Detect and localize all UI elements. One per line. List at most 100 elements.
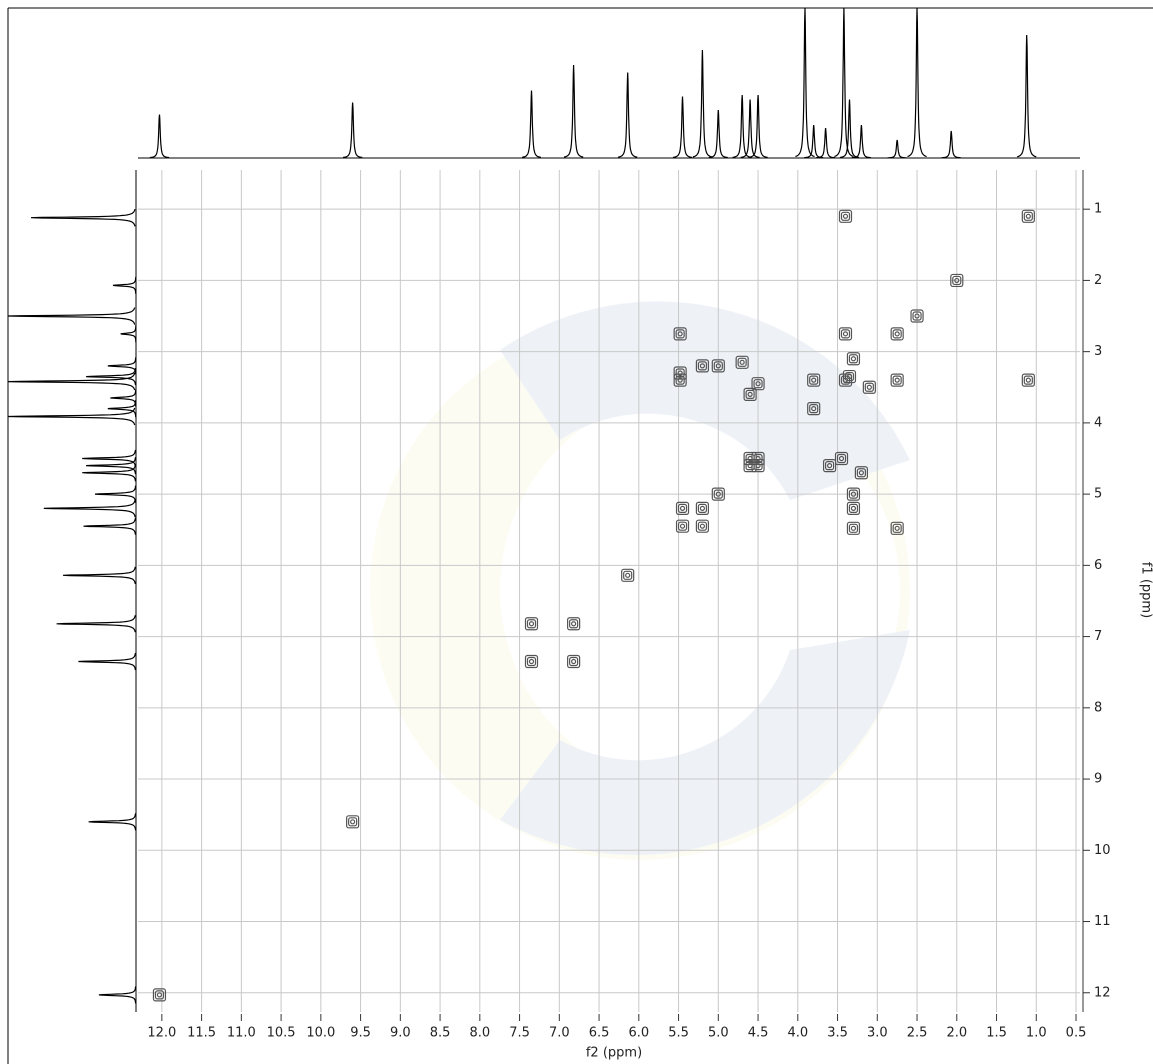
cross-peak (1021, 373, 1035, 387)
contour-ring (892, 329, 902, 339)
cross-peak (735, 355, 749, 369)
contour-ring (156, 992, 163, 998)
contour-ring (822, 459, 837, 473)
contour-ring (1021, 373, 1035, 387)
contour-ring (713, 361, 723, 371)
cross-peak (834, 451, 849, 466)
contour-ring (844, 371, 855, 382)
contour-ring (673, 366, 687, 380)
cross-peak (846, 521, 861, 535)
projection-peak (43, 499, 136, 518)
contour-ring (910, 309, 924, 323)
contour-ring (753, 461, 763, 471)
cross-peak (673, 366, 687, 380)
contour-ring (675, 368, 685, 378)
projection-peak (816, 127, 836, 159)
contour-ring (715, 363, 721, 369)
projection-peak (941, 130, 961, 159)
cross-peak (910, 309, 924, 323)
y-tick-label: 11 (1094, 914, 1111, 929)
x-tick-label: 8.0 (469, 1026, 490, 1041)
contour-ring (846, 352, 861, 366)
contour-ring (154, 990, 165, 1000)
x-tick-label: 5.0 (708, 1026, 729, 1041)
x-tick-label: 11.5 (187, 1026, 216, 1041)
contour-ring (842, 331, 849, 337)
contour-ring (834, 451, 849, 466)
contour-ring (914, 313, 920, 319)
y-tick-label: 10 (1094, 843, 1111, 858)
contour-ring (528, 621, 535, 627)
x-tick-label: 8.5 (430, 1026, 451, 1041)
contour-ring (528, 658, 535, 665)
contour-ring (623, 570, 633, 580)
contour-ring (739, 359, 745, 365)
contour-ring (697, 521, 708, 531)
contour-ring (747, 391, 753, 397)
contour-ring (826, 463, 833, 469)
cross-peak (675, 519, 690, 533)
cross-peak (822, 459, 837, 473)
contour-ring (152, 988, 167, 1002)
contour-ring (675, 375, 685, 385)
contour-ring (695, 359, 710, 373)
contour-ring (848, 503, 859, 513)
cross-peak (838, 209, 853, 223)
projection-peak (7, 372, 136, 391)
contour-ring (346, 815, 360, 829)
contour-ring (892, 523, 902, 533)
x-tick-label: 2.0 (946, 1026, 967, 1041)
cross-peak (751, 459, 765, 473)
projection-peak (708, 109, 728, 159)
cross-peak (846, 487, 861, 501)
contour-ring (846, 487, 861, 501)
projection-peak (834, 7, 854, 158)
projection-peak (522, 90, 541, 158)
contour-ring (1021, 209, 1035, 223)
contour-ring (677, 370, 683, 376)
contour-ring (858, 470, 864, 476)
y-tick-label: 9 (1094, 772, 1102, 787)
contour-ring (862, 380, 876, 394)
contour-ring (842, 369, 857, 384)
contour-ring (840, 329, 851, 339)
contour-ring (755, 463, 761, 469)
cross-peak (751, 377, 765, 391)
cross-peak (1021, 209, 1035, 223)
contour-ring (954, 277, 960, 284)
x-tick-label: 4.5 (748, 1026, 769, 1041)
contour-ring (571, 621, 577, 627)
contour-ring (673, 327, 687, 341)
contour-ring (890, 373, 904, 387)
contour-ring (625, 572, 631, 578)
cross-peak (567, 654, 581, 669)
x-tick-label: 10.0 (306, 1026, 335, 1041)
cross-peak (524, 617, 539, 631)
projection-peak (672, 96, 693, 158)
contour-ring (866, 384, 872, 390)
x-tick-label: 7.0 (549, 1026, 570, 1041)
contour-ring (950, 273, 964, 288)
contour-ring (854, 466, 868, 480)
projection-peak (88, 813, 137, 831)
contour-ring (695, 519, 710, 533)
projection-peak (62, 566, 136, 585)
contour-ring (751, 459, 765, 473)
cross-peak (152, 988, 167, 1002)
contour-ring (894, 377, 900, 383)
contour-ring (838, 327, 853, 341)
contour-ring (1025, 377, 1031, 383)
contour-ring (846, 521, 861, 535)
projection-peak (112, 276, 137, 294)
contour-ring (1023, 211, 1033, 221)
projection-peak (107, 357, 137, 375)
contour-ring (890, 521, 904, 535)
contour-ring (912, 311, 922, 321)
x-tick-label: 1.5 (986, 1026, 1007, 1041)
x-tick-label: 2.5 (907, 1026, 928, 1041)
cross-peak (711, 359, 725, 373)
projection-peak (748, 94, 768, 158)
projection-peak (617, 72, 638, 158)
contour-ring (571, 658, 577, 665)
